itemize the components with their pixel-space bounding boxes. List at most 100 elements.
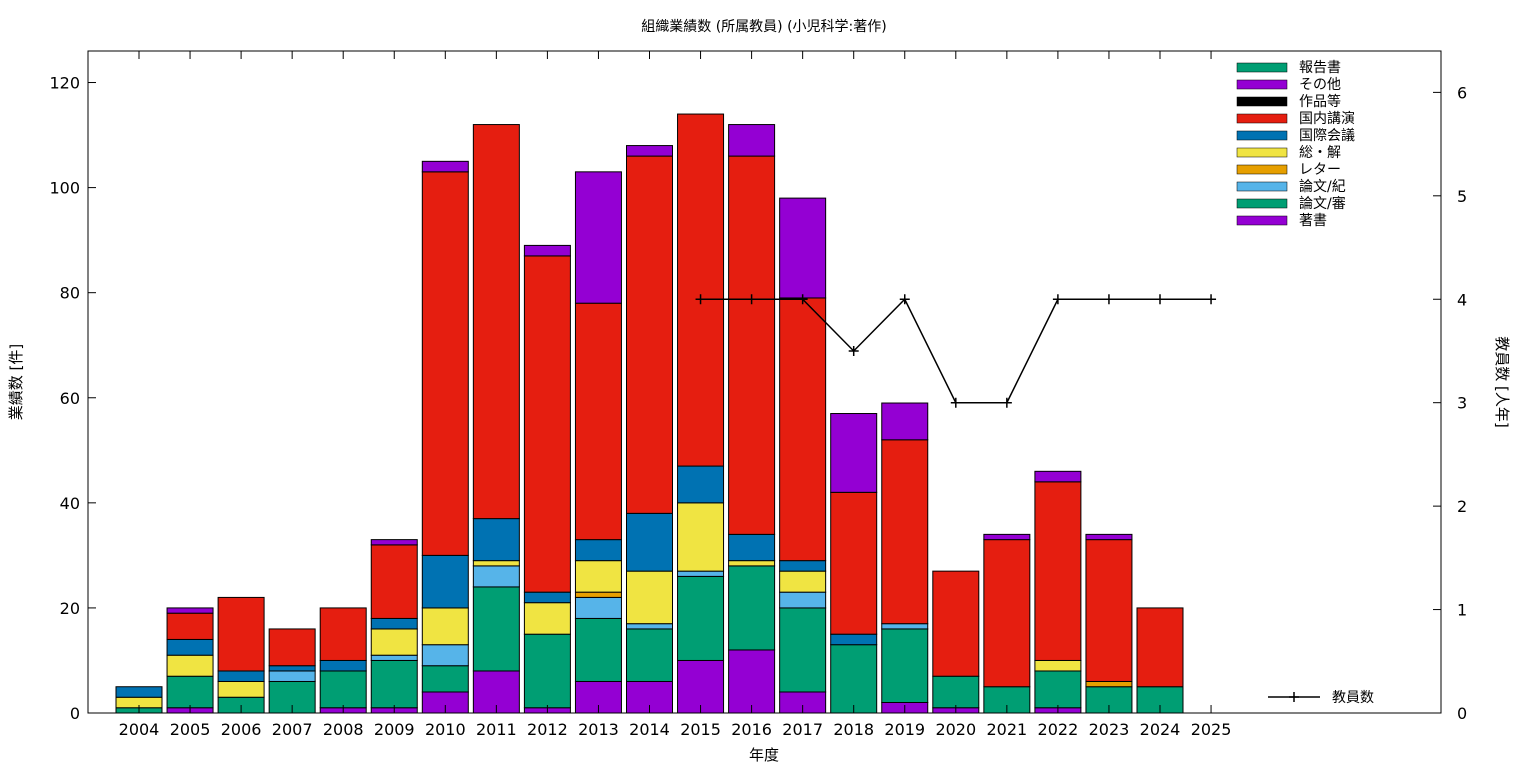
bar-segment (166, 638, 214, 656)
x-axis-label: 年度 (749, 746, 779, 764)
bar-segment (472, 560, 520, 567)
legend-swatch (1236, 130, 1288, 141)
x-tick-label: 2024 (1140, 720, 1181, 739)
y-tick-label: 40 (60, 494, 80, 513)
bar-segment (1034, 670, 1082, 709)
bar-segment (830, 633, 878, 646)
bar-segment (677, 570, 725, 577)
y2-axis-label: 教員数 [人年] (1493, 336, 1511, 427)
bar-segment (370, 628, 418, 656)
bar-segment (626, 570, 673, 625)
x-tick-label: 2018 (833, 720, 874, 739)
y2-tick-label: 5 (1457, 187, 1467, 206)
bar-segment (472, 586, 520, 672)
legend-swatch (1236, 164, 1288, 175)
bar-segment (677, 465, 725, 504)
x-tick-label: 2021 (986, 720, 1027, 739)
y-tick-label: 120 (49, 74, 80, 93)
legend-swatch (1236, 215, 1288, 226)
bar-segment (1085, 680, 1133, 688)
bar-segment (319, 607, 367, 661)
x-tick-label: 2005 (170, 720, 211, 739)
x-tick-label: 2007 (272, 720, 313, 739)
bar-segment (779, 197, 827, 299)
legend-label: 著書 (1299, 213, 1327, 229)
bar-segment (779, 297, 827, 562)
x-tick-label: 2017 (782, 720, 823, 739)
bar-segment (728, 565, 776, 651)
bar-segment (472, 565, 520, 588)
x-tick-label: 2008 (323, 720, 364, 739)
bar-segment (421, 607, 469, 646)
bar-segment (421, 665, 469, 693)
bar-segment (830, 491, 878, 635)
bar-segment (626, 145, 673, 157)
legend-line-marker (1289, 692, 1299, 702)
bar-segment (728, 560, 776, 567)
line-point (797, 294, 808, 305)
x-tick-label: 2015 (680, 720, 721, 739)
legend-swatch (1236, 147, 1288, 158)
x-tick-label: 2019 (884, 720, 925, 739)
plot-layer (115, 113, 1217, 714)
legend-label: 国内講演 (1299, 111, 1355, 127)
bar-segment (881, 439, 929, 625)
bar-segment (370, 659, 418, 709)
line-point (1206, 294, 1217, 305)
x-tick-label: 2025 (1191, 720, 1232, 739)
legend-label: 報告書 (1299, 60, 1341, 76)
bar-segment (574, 539, 622, 562)
x-tick-label: 2011 (476, 720, 517, 739)
bar-segment (626, 623, 673, 630)
bar-segment (421, 160, 469, 173)
bar-segment (728, 155, 776, 535)
bar-segment (779, 591, 827, 609)
bar-segment (1034, 659, 1082, 672)
line-point (1001, 397, 1012, 408)
x-tick-label: 2022 (1038, 720, 1079, 739)
legend-swatch (1236, 198, 1288, 209)
bar-segment (370, 544, 418, 619)
chart-title: 組織業績数 (所属教員) (小児科学:著作) (641, 19, 886, 35)
bar-segment (574, 302, 622, 541)
bar-segment (166, 675, 214, 709)
bar-segment (268, 628, 316, 667)
y2-tick-label: 3 (1457, 394, 1467, 413)
bar-segment (268, 670, 316, 682)
legend-swatch (1236, 181, 1288, 192)
bar-segment (421, 554, 469, 609)
legend-label: 作品等 (1299, 93, 1341, 110)
y2-tick-label: 0 (1457, 704, 1467, 723)
bar-segment (574, 171, 622, 304)
bar-segment (421, 171, 469, 556)
bar-segment (523, 591, 571, 604)
bar-segment (983, 533, 1031, 541)
bar-segment (268, 665, 316, 672)
x-tick-label: 2013 (578, 720, 619, 739)
bar-segment (421, 644, 469, 667)
bar-segment (523, 633, 571, 709)
bar-segment (574, 591, 622, 598)
bar-segment (319, 659, 367, 672)
bar-segment (779, 607, 827, 693)
line-point (695, 294, 706, 305)
x-tick-label: 2004 (119, 720, 160, 739)
bar-segment (779, 560, 827, 572)
bar-segment (1085, 533, 1133, 541)
bar-segment (574, 560, 622, 593)
bar-segment (217, 680, 265, 698)
line-point (1155, 294, 1165, 305)
line-point (950, 397, 961, 408)
bar-segment (728, 124, 776, 157)
y2-tick-label: 2 (1457, 497, 1467, 516)
x-tick-label: 2010 (425, 720, 466, 739)
bar-segment (626, 155, 673, 514)
y2-tick-label: 6 (1457, 83, 1467, 102)
bar-segment (217, 596, 265, 672)
bar-segment (779, 570, 827, 593)
bar-segment (574, 617, 622, 682)
bar-segment (1136, 607, 1184, 688)
bar-segment (166, 607, 214, 614)
bar-segment (677, 502, 725, 572)
